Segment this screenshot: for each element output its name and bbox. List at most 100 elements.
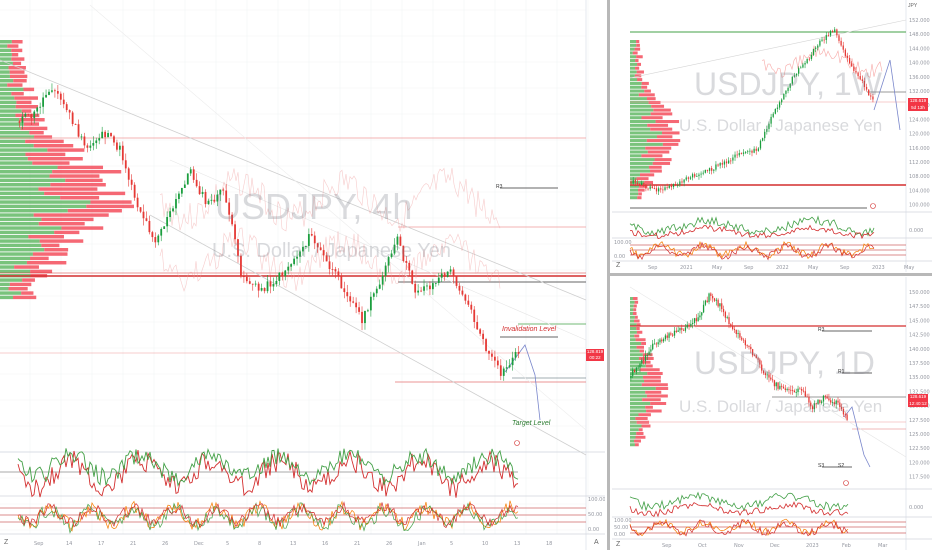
volume-profile-4h-up [0,183,51,187]
candle-daily-candle [688,324,690,326]
chart-4h-canvas[interactable]: Sep 14 17 21 26 Dec 5 8 13 16 21 26 Jan 5 10 13 18 100.00… [0,0,605,550]
candle-4h-candle [334,269,337,272]
volume-profile-4h-up [0,295,13,300]
volume-profile-4h-up [0,170,53,174]
volume-profile-4h-down [33,213,109,217]
x-tick-daily: Oct [698,543,707,549]
candle-weekly-candle [643,182,645,185]
volume-profile-4h-down [38,187,98,191]
volume-profile-daily-down [638,428,643,432]
candle-4h-candle [449,269,452,272]
candle-weekly-candle [761,138,764,141]
volume-profile-4h-up [0,252,33,256]
candle-daily-candle [815,403,817,405]
candle-daily-candle [844,414,846,416]
volume-profile-daily-down [641,360,651,364]
volume-profile-weekly-down [636,40,640,44]
candle-daily-candle [811,406,814,410]
volume-profile-weekly-up [630,47,635,51]
volume-profile-weekly-down [662,142,679,146]
volume-profile-daily-down [642,398,661,402]
volume-profile-daily-down [647,372,663,375]
candle-daily-candle [791,389,794,391]
volume-profile-weekly-up [630,154,642,158]
timezone-icon-daily[interactable]: Z [616,541,621,548]
osc-tick-weekly: 0.000 [909,228,923,234]
volume-profile-daily-up [630,443,635,447]
volume-profile-daily-down [638,413,651,417]
candle-daily-candle [793,390,796,393]
candle-weekly-candle [776,107,779,109]
x-tick-weekly: Sep [744,265,753,271]
candle-4h-candle [372,293,375,297]
candle-weekly-candle [865,86,868,90]
y-tick-daily: 140.000 [909,347,930,353]
volume-profile-4h-down [41,217,94,222]
candle-daily-candle [748,345,750,347]
volume-profile-4h-up [0,269,31,274]
volume-profile-4h-up [0,92,12,96]
volume-profile-4h-up [0,139,26,144]
volume-profile-daily-up [630,342,642,345]
chart-daily-canvas[interactable]: 150.000 147.500 145.000 142.500 140.000 137.5… [612,277,932,550]
candle-4h-candle [59,93,62,100]
volume-profile-weekly-down [644,89,651,93]
volume-profile-daily-up [630,323,637,327]
price-badge-daily-value: 128.619 [909,394,927,399]
timezone-icon-4h[interactable]: Z [4,539,9,546]
candle-daily-candle [719,303,721,307]
candle-weekly-candle [721,163,723,165]
volume-profile-weekly-down [634,47,641,51]
volume-profile-daily-down [634,315,638,319]
candle-daily-candle [770,377,772,380]
candle-daily-candle [693,318,696,323]
volume-profile-weekly-down [638,192,642,196]
volume-profile-4h-up [0,152,26,157]
gear-icon-4h[interactable]: A [594,539,599,546]
candle-daily-candle [642,359,645,361]
chart-pane-weekly[interactable]: 152.000 148.000 144.000 140.000 136.000 132.0… [612,0,932,272]
volume-profile-weekly-down [637,196,642,200]
pane-separator-horizontal[interactable] [610,273,932,276]
pane-separator-vertical[interactable] [607,0,610,550]
chart-weekly-canvas[interactable]: 152.000 148.000 144.000 140.000 136.000 132.0… [612,0,932,272]
volume-profile-4h-down [30,256,49,261]
candle-weekly-candle [802,64,804,68]
volume-profile-4h-up [0,53,12,57]
candle-weekly-candle [685,177,687,180]
candle-daily-candle [630,375,632,378]
candle-daily-candle [670,333,672,335]
price-badge-weekly: 128.619 5d 13h [908,98,928,111]
candle-weekly-candle [700,173,702,175]
candle-daily-candle [704,300,707,305]
x-tick-4h: 13 [514,541,520,547]
timezone-icon-weekly[interactable]: Z [616,262,621,269]
volume-profile-daily-up [630,402,651,405]
volume-profile-4h-down [9,70,25,74]
volume-profile-daily-up [630,413,639,417]
volume-profile-4h-up [0,204,87,209]
volume-profile-4h-down [67,209,122,213]
candle-daily-candle [742,339,745,341]
candle-4h-candle [367,310,369,312]
volume-profile-4h-up [0,122,24,126]
volume-profile-4h-up [0,87,24,92]
candle-4h-candle [440,273,443,278]
candle-weekly-candle [704,169,706,173]
volume-profile-4h-up [0,222,39,226]
candle-weekly-candle [793,75,796,77]
candle-daily-candle [757,358,759,360]
candle-4h-candle [169,211,171,218]
volume-profile-weekly-down [646,97,656,101]
volume-profile-weekly-up [630,142,663,146]
volume-profile-weekly-up [630,139,647,143]
candle-4h-candle [124,160,127,169]
candle-4h-candle [437,277,440,283]
candle-daily-candle [722,309,725,313]
volume-profile-4h-up [0,40,12,44]
candle-4h-candle [355,302,358,308]
name-watermark-weekly: U.S. Dollar / Japanese Yen [679,116,883,135]
price-badge-daily-time: 12:40:12 [909,400,927,406]
chart-pane-4h[interactable]: Sep 14 17 21 26 Dec 5 8 13 16 21 26 Jan 5 10 13 18 100.00… [0,0,605,550]
chart-pane-daily[interactable]: 150.000 147.500 145.000 142.500 140.000 137.5… [612,277,932,550]
